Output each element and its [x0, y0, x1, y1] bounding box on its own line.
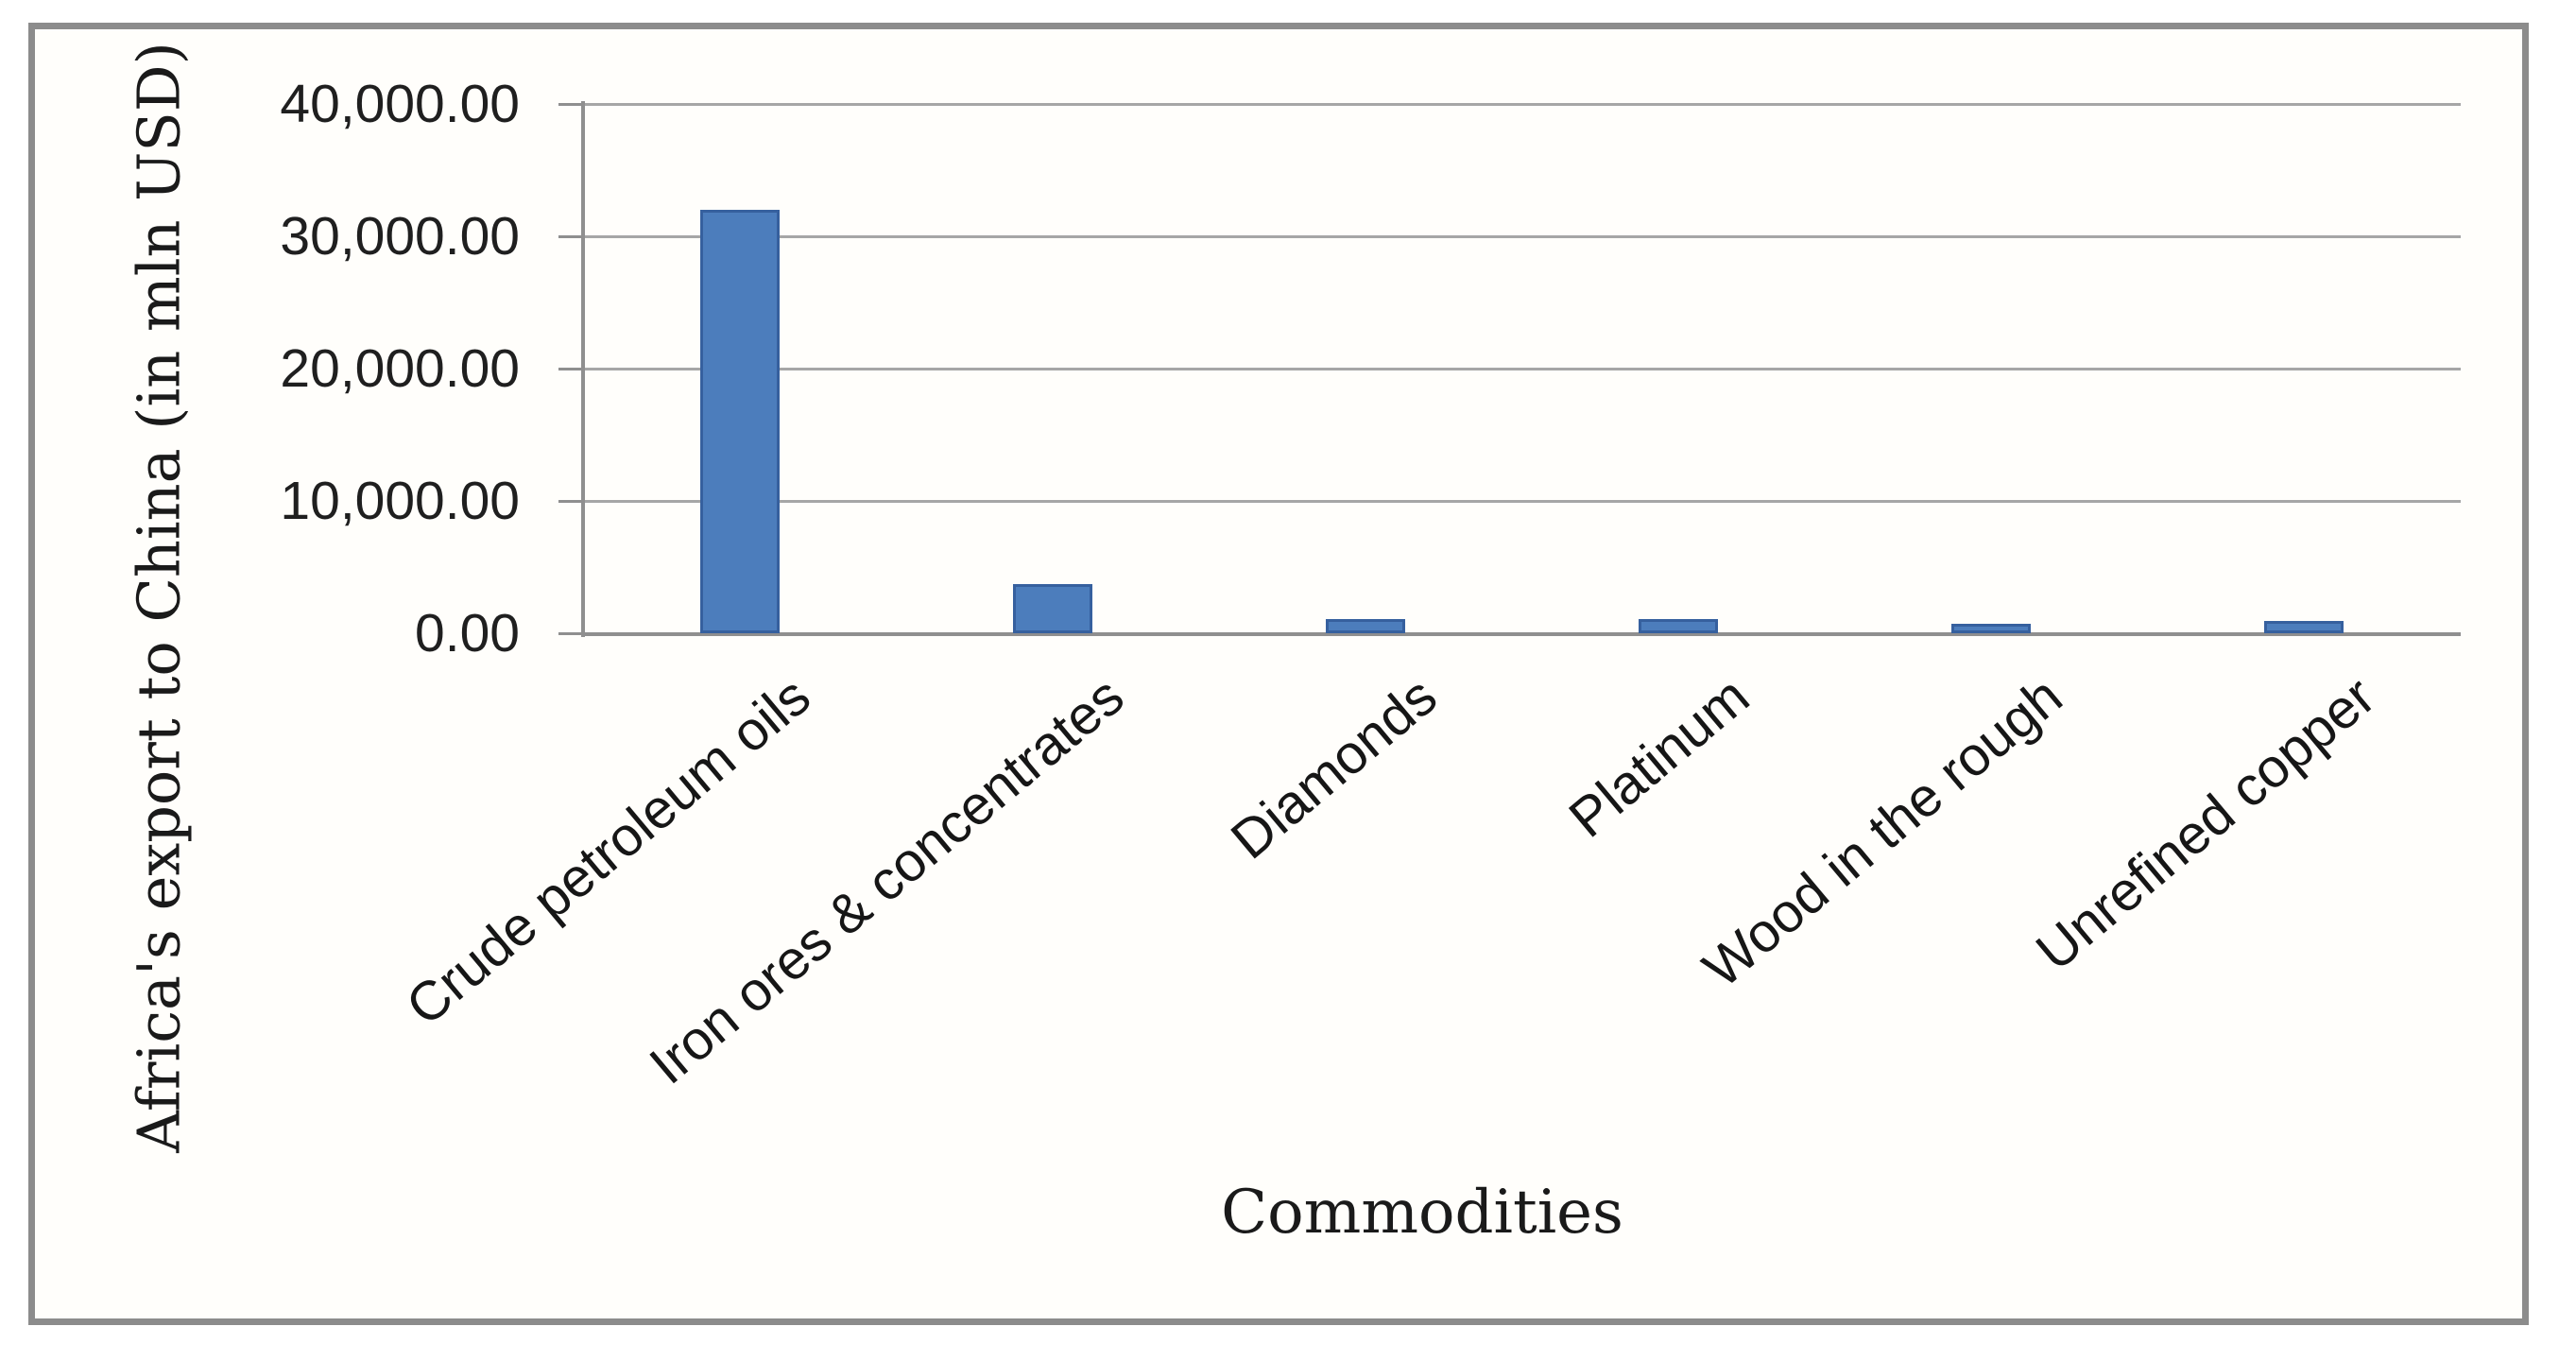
y-axis-tick — [558, 632, 583, 635]
bar-wood-in-the-rough — [1951, 624, 2031, 633]
y-axis-tick — [558, 500, 583, 503]
gridline — [583, 368, 2461, 370]
y-axis-title: Africa's export to China (in mln USD) — [124, 42, 194, 1153]
y-tick-label: 30,000.00 — [280, 206, 520, 267]
y-axis-tick — [558, 103, 583, 106]
bar-unrefined-copper — [2264, 621, 2344, 633]
chart-frame — [28, 23, 2529, 1325]
y-tick-label: 40,000.00 — [280, 74, 520, 134]
x-axis-line — [583, 632, 2461, 636]
y-tick-label: 0.00 — [415, 603, 520, 663]
gridline — [583, 500, 2461, 503]
y-tick-label: 20,000.00 — [280, 338, 520, 399]
gridline — [583, 103, 2461, 106]
y-tick-label: 10,000.00 — [280, 471, 520, 531]
gridline — [583, 235, 2461, 238]
y-axis-tick — [558, 235, 583, 238]
bar-crude-petroleum-oils — [700, 210, 780, 633]
bar-iron-ores-concentrates — [1013, 584, 1092, 633]
y-axis-tick — [558, 368, 583, 370]
x-axis-title: Commodities — [1221, 1178, 1623, 1248]
bar-diamonds — [1326, 619, 1405, 633]
y-axis-line — [581, 101, 585, 637]
bar-platinum — [1639, 619, 1718, 633]
